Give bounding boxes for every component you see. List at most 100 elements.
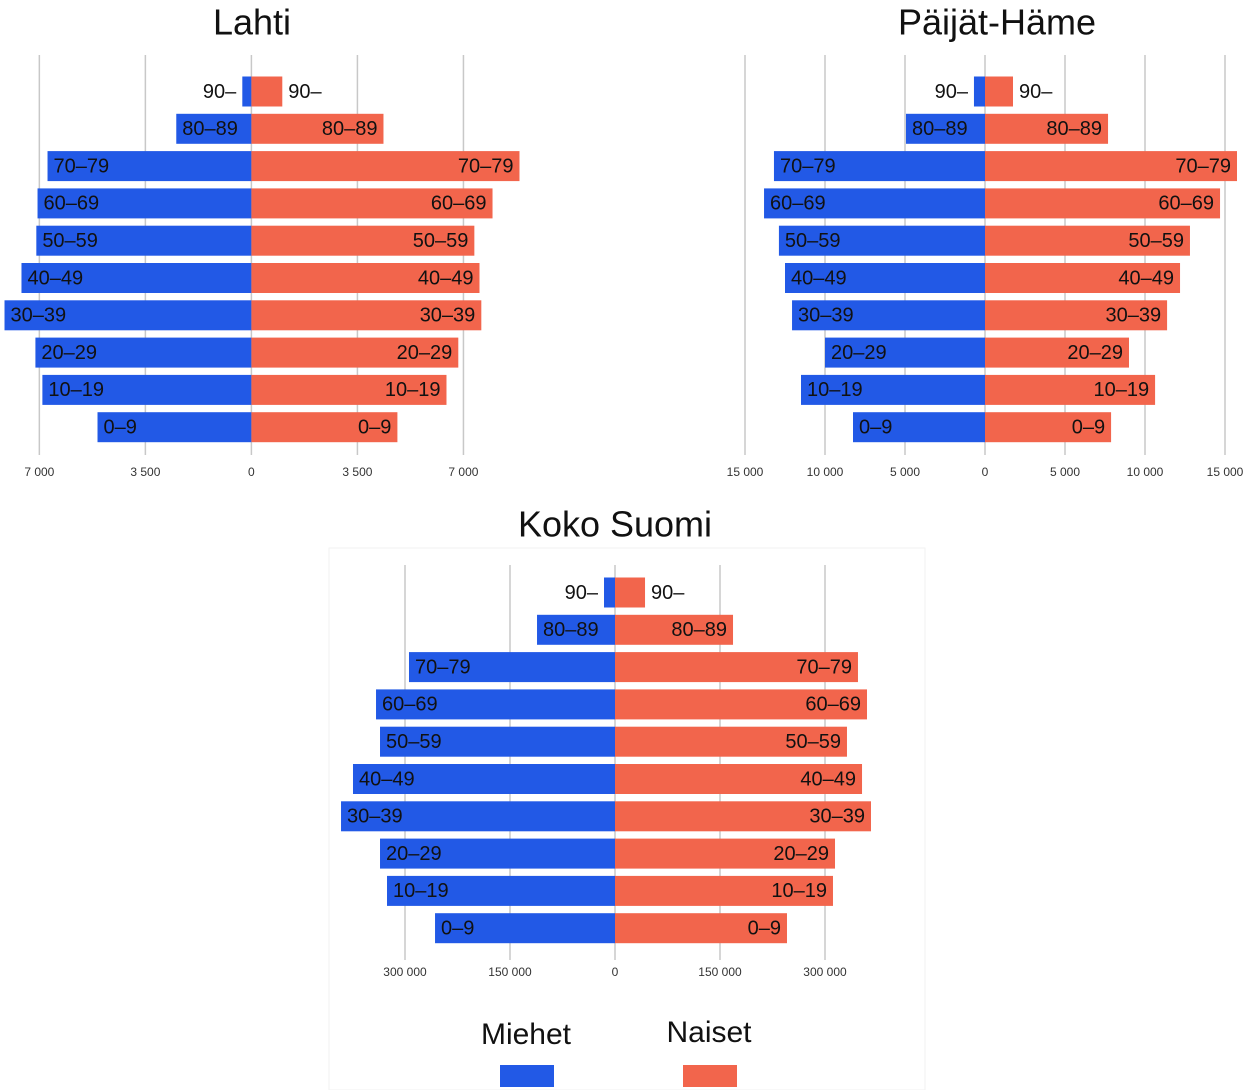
bar (764, 188, 985, 219)
x-tick-label: 3 500 (342, 465, 372, 479)
bar (615, 875, 833, 906)
bar-label: 0–9 (859, 416, 892, 438)
bar-label: 90– (935, 81, 969, 103)
bar-label: 90– (1019, 81, 1053, 103)
bar-label: 20–29 (1067, 342, 1123, 364)
bar-label: 0–9 (358, 416, 391, 438)
bar (36, 225, 252, 256)
bar (985, 225, 1190, 256)
bar-label: 40–49 (791, 267, 847, 289)
bar-label: 20–29 (41, 342, 97, 364)
bar (973, 76, 985, 107)
bar (21, 263, 252, 293)
bar-label: 70–79 (780, 155, 836, 177)
x-tick-label: 5 000 (1050, 465, 1080, 479)
bar-label: 80–89 (182, 118, 238, 140)
bar (251, 225, 475, 256)
x-tick-label: 15 000 (1207, 465, 1244, 479)
bar-label: 40–49 (359, 768, 415, 790)
bar-label: 30–39 (420, 305, 476, 327)
bar (341, 801, 615, 832)
bar (251, 337, 459, 368)
legend-swatch (683, 1065, 737, 1087)
x-tick-label: 7 000 (448, 465, 478, 479)
bar (408, 652, 615, 683)
bar-label: 80–89 (543, 619, 599, 641)
bar-label: 0–9 (104, 416, 137, 438)
bar (985, 300, 1168, 331)
bar (387, 875, 615, 906)
bar (615, 801, 871, 832)
bar-label: 60–69 (382, 694, 438, 716)
bar (778, 225, 985, 256)
bar-label: 90– (651, 582, 685, 604)
bar (985, 412, 1112, 443)
bar-label: 70–79 (415, 656, 471, 678)
bar (4, 300, 252, 331)
bar (615, 726, 847, 757)
bar-label: 70–79 (54, 155, 110, 177)
bar-label: 80–89 (322, 118, 378, 140)
bar (985, 151, 1237, 182)
x-tick-label: 3 500 (130, 465, 160, 479)
x-tick-label: 0 (612, 965, 619, 979)
bar (435, 913, 615, 944)
bar (792, 300, 985, 331)
bar-label: 50–59 (785, 731, 841, 753)
bar-label: 80–89 (671, 619, 727, 641)
bar-label: 20–29 (386, 843, 442, 865)
bar-label: 30–39 (798, 305, 854, 327)
bar (615, 764, 863, 794)
bar-label: 90– (565, 582, 599, 604)
bar (251, 113, 384, 144)
x-tick-label: 5 000 (890, 465, 920, 479)
x-tick-label: 150 000 (488, 965, 532, 979)
bar-label: 40–49 (1118, 267, 1174, 289)
bar-label: 90– (288, 81, 322, 103)
bar (35, 337, 252, 368)
bar (615, 838, 836, 869)
bar-label: 10–19 (807, 379, 863, 401)
bar-label: 60–69 (431, 193, 487, 215)
bar-label: 50–59 (1128, 230, 1184, 252)
bar-label: 30–39 (347, 806, 403, 828)
bar-label: 30–39 (1105, 305, 1161, 327)
legend-label: Miehet (481, 1018, 572, 1051)
bar (251, 374, 447, 405)
bar-label: 60–69 (770, 193, 826, 215)
bar-label: 80–89 (912, 118, 968, 140)
bar (380, 726, 615, 757)
x-tick-label: 300 000 (383, 965, 427, 979)
legend-swatch (500, 1065, 554, 1087)
bar (251, 151, 520, 182)
bar-label: 0–9 (748, 917, 781, 939)
bar-label: 0–9 (1072, 416, 1105, 438)
bar-label: 20–29 (831, 342, 887, 364)
bar-label: 10–19 (1093, 379, 1149, 401)
bar (537, 614, 615, 645)
chart-title: Lahti (213, 2, 291, 43)
bar (905, 113, 985, 144)
bar (352, 764, 615, 794)
bar (785, 263, 985, 293)
x-tick-label: 10 000 (1127, 465, 1164, 479)
bar-label: 10–19 (393, 880, 449, 902)
bar (853, 412, 985, 443)
bar-label: 0–9 (441, 917, 474, 939)
bar (615, 689, 867, 720)
bar (604, 577, 615, 608)
bar-label: 60–69 (44, 193, 100, 215)
bar-label: 10–19 (48, 379, 104, 401)
bar-label: 10–19 (385, 379, 441, 401)
bar-label: 10–19 (771, 880, 827, 902)
x-tick-label: 10 000 (807, 465, 844, 479)
x-tick-label: 300 000 (803, 965, 847, 979)
bar (801, 374, 985, 405)
bar (97, 412, 252, 443)
bar (42, 374, 252, 405)
bar (985, 76, 1013, 107)
bar-label: 30–39 (809, 806, 865, 828)
bar-label: 80–89 (1046, 118, 1102, 140)
bar-label: 20–29 (773, 843, 829, 865)
